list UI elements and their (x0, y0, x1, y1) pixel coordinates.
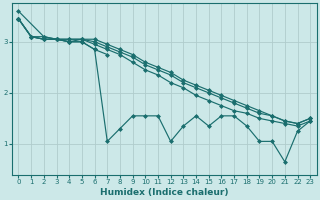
X-axis label: Humidex (Indice chaleur): Humidex (Indice chaleur) (100, 188, 228, 197)
